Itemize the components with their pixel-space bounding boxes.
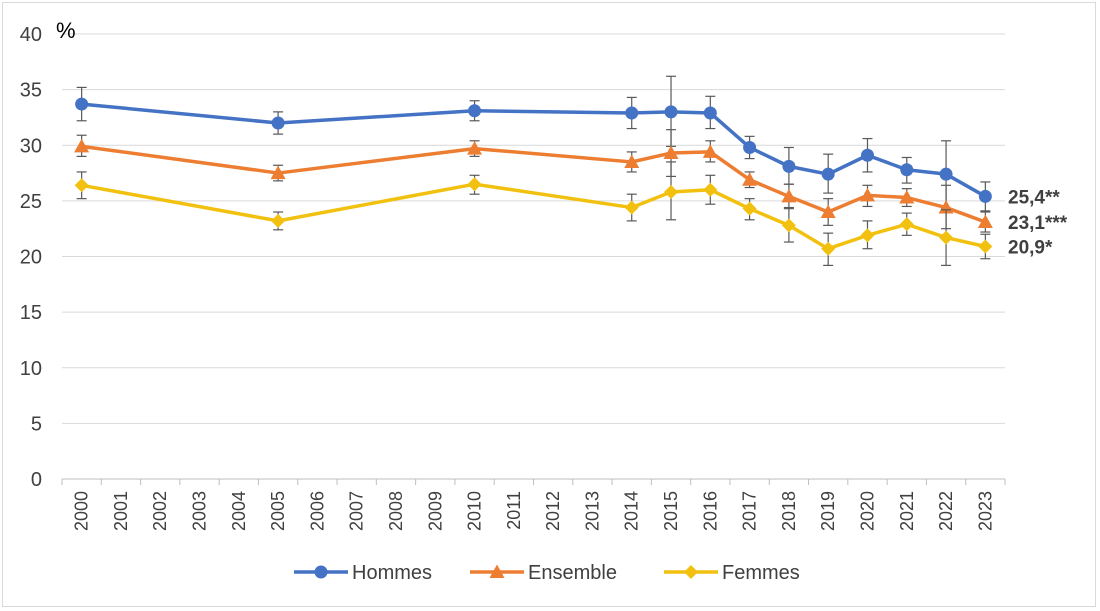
- legend-marker-hommes: [314, 565, 328, 579]
- point-femmes-2020: [860, 228, 875, 243]
- x-tick-label-2021: 2021: [897, 491, 917, 531]
- point-hommes-2019: [821, 167, 835, 181]
- y-tick-label-30: 30: [20, 135, 42, 157]
- point-ensemble-2017: [742, 172, 758, 186]
- x-tick-label-2009: 2009: [425, 491, 445, 531]
- point-femmes-2017: [742, 201, 757, 216]
- series-line-femmes: [81, 182, 986, 251]
- point-hommes-2014: [625, 106, 639, 120]
- point-femmes-2021: [899, 217, 914, 232]
- x-tick-label-2006: 2006: [307, 491, 327, 531]
- x-tick-label-2018: 2018: [779, 491, 799, 531]
- point-hommes-2023: [978, 189, 992, 203]
- point-hommes-2022: [939, 167, 953, 181]
- y-tick-label-20: 20: [20, 247, 42, 269]
- point-ensemble-2016: [702, 144, 718, 158]
- point-femmes-2022: [939, 230, 954, 245]
- point-hommes-2016: [703, 106, 717, 120]
- point-hommes-2000: [75, 97, 89, 111]
- series-femmes: [76, 161, 991, 266]
- point-ensemble-2020: [859, 187, 875, 202]
- x-tick-label-2022: 2022: [936, 491, 956, 531]
- end-label-hommes: 25,4**: [1008, 187, 1060, 208]
- point-femmes-2015: [664, 184, 679, 199]
- y-tick-label-25: 25: [20, 191, 42, 213]
- x-tick-label-2015: 2015: [661, 491, 681, 531]
- legend-marker-ensemble: [489, 564, 505, 578]
- x-tick-label-2017: 2017: [740, 491, 760, 531]
- x-tick-label-2000: 2000: [72, 491, 92, 531]
- y-tick-label-0: 0: [31, 469, 42, 491]
- x-tick-label-2005: 2005: [268, 491, 288, 531]
- point-femmes-2005: [271, 213, 286, 228]
- series-line-hommes: [81, 102, 987, 198]
- x-tick-label-2013: 2013: [582, 491, 602, 531]
- point-hommes-2021: [900, 163, 914, 177]
- y-tick-label-15: 15: [20, 302, 42, 324]
- y-tick-label-35: 35: [20, 80, 42, 102]
- x-tick-label-2011: 2011: [504, 491, 524, 530]
- point-femmes-2019: [821, 241, 836, 256]
- point-hommes-2017: [743, 140, 757, 154]
- legend-label-hommes: Hommes: [352, 562, 432, 584]
- end-label-femmes: 20,9*: [1008, 237, 1053, 258]
- y-tick-label-40: 40: [20, 24, 42, 46]
- point-femmes-2023: [978, 239, 993, 254]
- point-femmes-2010: [467, 177, 482, 192]
- point-ensemble-2018: [781, 188, 797, 203]
- x-tick-label-2002: 2002: [150, 491, 170, 531]
- legend-marker-femmes: [684, 565, 698, 579]
- x-tick-label-2019: 2019: [818, 491, 838, 531]
- point-hommes-2010: [468, 104, 482, 118]
- point-femmes-2018: [781, 218, 796, 233]
- point-femmes-2000: [74, 178, 89, 193]
- x-tick-label-2014: 2014: [622, 491, 642, 531]
- point-ensemble-2021: [899, 190, 915, 204]
- y-tick-label-5: 5: [31, 413, 42, 435]
- legend-label-femmes: Femmes: [722, 562, 800, 584]
- point-ensemble-2023: [977, 214, 993, 229]
- x-tick-label-2016: 2016: [700, 491, 720, 531]
- end-label-ensemble: 23,1***: [1008, 213, 1068, 234]
- point-ensemble-2019: [820, 204, 836, 218]
- point-ensemble-2010: [467, 141, 483, 155]
- x-tick-label-2012: 2012: [543, 491, 563, 531]
- point-hommes-2015: [664, 105, 678, 119]
- point-ensemble-2014: [624, 154, 640, 168]
- y-unit-label: %: [56, 18, 76, 43]
- point-femmes-2014: [624, 200, 639, 215]
- point-hommes-2005: [271, 116, 285, 130]
- x-tick-label-2023: 2023: [975, 491, 995, 531]
- point-ensemble-2000: [74, 138, 90, 153]
- x-tick-label-2003: 2003: [190, 491, 210, 531]
- point-hommes-2020: [860, 148, 874, 162]
- point-hommes-2018: [782, 159, 796, 173]
- x-tick-label-2001: 2001: [111, 491, 131, 531]
- series-hommes: [76, 75, 991, 212]
- x-tick-label-2007: 2007: [347, 491, 367, 531]
- x-tick-label-2004: 2004: [229, 491, 249, 531]
- point-ensemble-2005: [270, 165, 286, 180]
- y-tick-label-10: 10: [20, 358, 42, 380]
- point-ensemble-2015: [663, 145, 679, 160]
- point-femmes-2016: [703, 182, 718, 197]
- x-tick-label-2008: 2008: [386, 491, 406, 531]
- legend-label-ensemble: Ensemble: [528, 562, 617, 584]
- x-tick-label-2010: 2010: [465, 491, 485, 531]
- x-tick-label-2020: 2020: [857, 491, 877, 531]
